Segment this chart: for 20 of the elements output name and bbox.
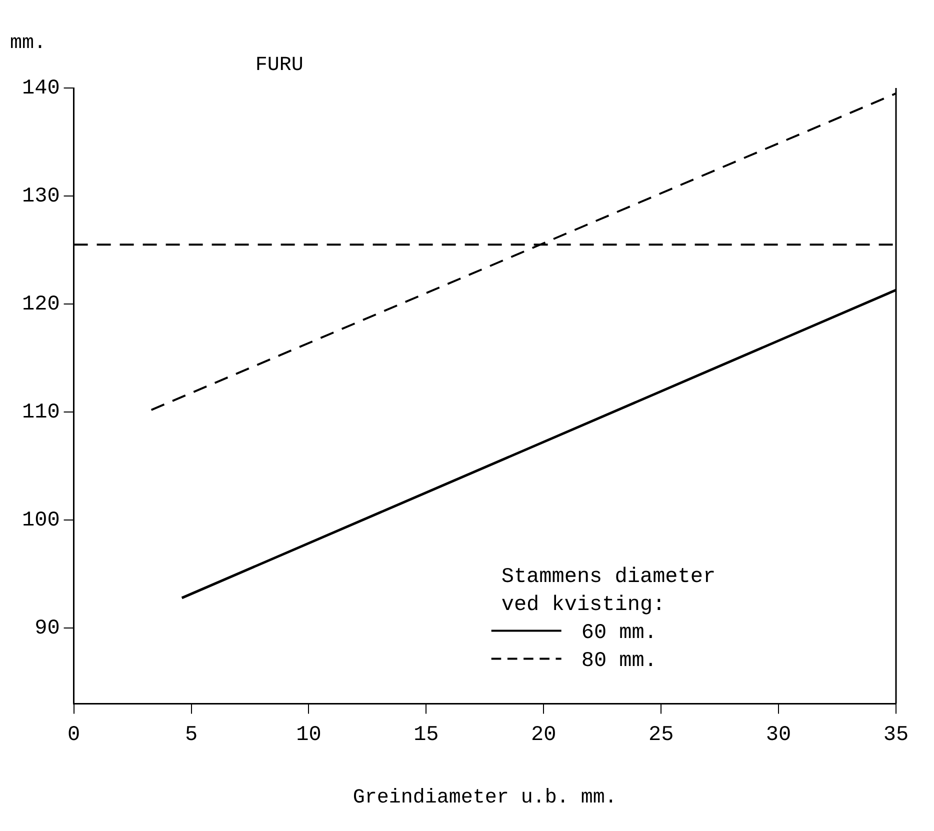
x-tick-label: 0 bbox=[68, 724, 80, 747]
x-tick-label: 35 bbox=[883, 724, 909, 747]
y-axis-title: mm. bbox=[10, 32, 46, 55]
legend-label: 60 mm. bbox=[581, 622, 657, 645]
x-tick-label: 5 bbox=[184, 724, 198, 747]
x-tick-label: 15 bbox=[414, 724, 439, 747]
x-tick-label: 10 bbox=[296, 724, 322, 747]
legend-title: Stammens diameter ved kvisting: bbox=[501, 566, 716, 617]
x-tick-label: 30 bbox=[766, 724, 792, 747]
y-tick-label: 110 bbox=[22, 402, 60, 425]
x-tick-label: 20 bbox=[531, 724, 556, 747]
x-tick-label: 25 bbox=[648, 724, 674, 747]
y-tick-label: 140 bbox=[22, 78, 60, 101]
y-tick-label: 130 bbox=[22, 186, 60, 209]
legend-label: 80 mm. bbox=[581, 650, 657, 673]
y-tick-label: 120 bbox=[22, 294, 60, 317]
x-axis-title: Greindiameter u.b. mm. bbox=[352, 786, 617, 810]
chart-title: FURU bbox=[255, 54, 304, 77]
y-tick-label: 90 bbox=[34, 618, 60, 641]
y-tick-label: 100 bbox=[22, 510, 60, 533]
